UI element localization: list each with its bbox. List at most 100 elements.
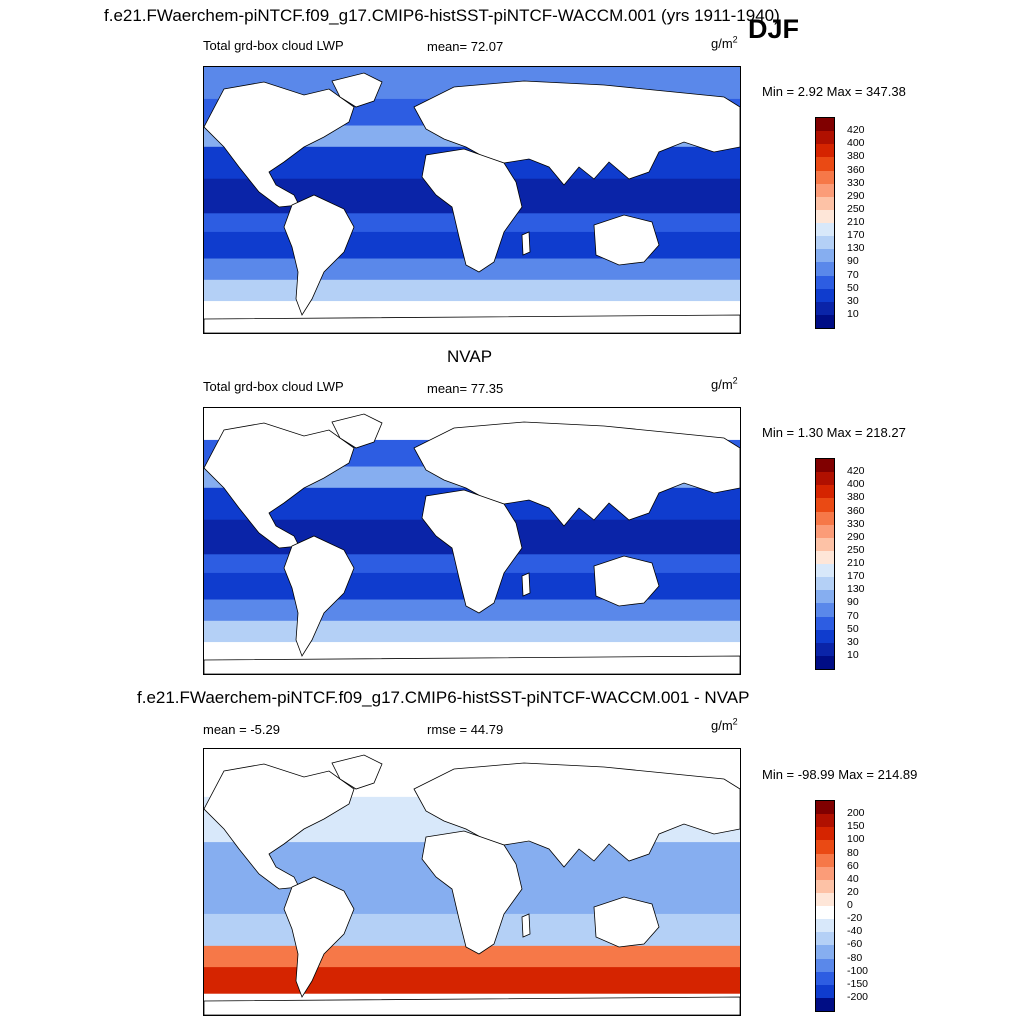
- colorbar-tick-label: 380: [847, 491, 865, 504]
- colorbar-swatch: [816, 840, 834, 854]
- colorbar-swatch: [816, 919, 834, 933]
- panel-stat-label: mean= 77.35: [427, 381, 504, 396]
- colorbar-swatch: [816, 118, 834, 132]
- colorbar-swatch: [816, 262, 834, 276]
- panel-stat-label: mean= 72.07: [427, 39, 504, 54]
- colorbar-swatch: [816, 275, 834, 289]
- colorbar-swatch: [816, 603, 834, 617]
- panel-title: NVAP: [447, 347, 493, 366]
- colorbar-swatch: [816, 537, 834, 551]
- colorbar-tick-label: 330: [847, 517, 865, 530]
- colorbar-tick-label: 50: [847, 622, 859, 635]
- colorbar-tick-label: 210: [847, 557, 865, 569]
- panel-title: f.e21.FWaerchem-piNTCF.f09_g17.CMIP6-his…: [137, 688, 750, 707]
- min-max-label: Min = 2.92 Max = 347.38: [762, 84, 906, 99]
- colorbar-tick-label: 100: [847, 833, 865, 846]
- colorbar-tick-label: 210: [847, 216, 865, 228]
- colorbar-tick-label: -40: [847, 925, 863, 938]
- colorbar-tick-label: 10: [847, 307, 859, 320]
- colorbar-tick-label: -60: [847, 938, 863, 951]
- colorbar-swatch: [816, 879, 834, 893]
- colorbar-swatch: [816, 288, 834, 302]
- colorbar-tick-label: 400: [847, 478, 865, 491]
- colorbar-tick-label: 70: [847, 609, 859, 622]
- world-map: [203, 407, 741, 675]
- colorbar-swatch: [816, 157, 834, 171]
- colorbar-swatch: [816, 866, 834, 880]
- colorbar-tick-label: 360: [847, 163, 865, 176]
- colorbar-swatch: [816, 301, 834, 315]
- panel-left-label: Total grd-box cloud LWP: [203, 38, 344, 53]
- min-max-label: Min = 1.30 Max = 218.27: [762, 425, 906, 440]
- colorbar-tick-label: -100: [847, 964, 869, 977]
- colorbar-swatch: [816, 314, 834, 328]
- colorbar-swatch: [816, 459, 834, 473]
- colorbar-swatch: [816, 485, 834, 499]
- min-max-label: Min = -98.99 Max = 214.89: [762, 767, 918, 782]
- colorbar-tick-label: 290: [847, 530, 865, 543]
- colorbar-tick-label: -20: [847, 912, 863, 925]
- colorbar-tick-label: 250: [847, 543, 865, 556]
- colorbar-swatch: [816, 144, 834, 158]
- colorbar-swatch: [816, 642, 834, 656]
- colorbar-swatch: [816, 892, 834, 906]
- colorbar-tick-label: 150: [847, 820, 865, 833]
- colorbar-swatch: [816, 629, 834, 643]
- colorbar-tick-label: 30: [847, 294, 859, 307]
- colorbar-swatch: [816, 577, 834, 591]
- colorbar-tick-label: 10: [847, 648, 859, 661]
- colorbar-swatch: [816, 958, 834, 972]
- colorbar-swatch: [816, 564, 834, 578]
- colorbar-swatch: [816, 524, 834, 538]
- colorbar-swatch: [816, 183, 834, 197]
- colorbar-tick-label: 130: [847, 242, 865, 255]
- colorbar-tick-label: -200: [847, 990, 869, 1003]
- colorbar-swatch: [816, 196, 834, 210]
- colorbar-tick-label: 80: [847, 846, 859, 859]
- panel-left-label: Total grd-box cloud LWP: [203, 379, 344, 394]
- colorbar-tick-label: 50: [847, 281, 859, 294]
- colorbar-tick-label: 330: [847, 176, 865, 189]
- colorbar-tick-label: 90: [847, 596, 859, 609]
- colorbar-swatch: [816, 498, 834, 512]
- colorbar-swatch: [816, 511, 834, 525]
- colorbar-swatch: [816, 236, 834, 250]
- colorbar: [815, 117, 835, 329]
- units-label: g/m2: [711, 716, 738, 733]
- colorbar-tick-label: -150: [847, 977, 869, 990]
- colorbar-tick-label: 60: [847, 859, 859, 872]
- units-label: g/m2: [711, 34, 738, 51]
- colorbar-tick-label: 380: [847, 150, 865, 163]
- colorbar-tick-label: 130: [847, 583, 865, 596]
- colorbar-tick-label: 30: [847, 635, 859, 648]
- colorbar-swatch: [816, 997, 834, 1011]
- world-map: [203, 66, 741, 334]
- colorbar-tick-label: 170: [847, 570, 865, 583]
- colorbar-tick-label: 360: [847, 504, 865, 517]
- panel-stat-label: rmse = 44.79: [427, 722, 504, 737]
- colorbar-swatch: [816, 590, 834, 604]
- colorbar-swatch: [816, 853, 834, 867]
- colorbar-swatch: [816, 971, 834, 985]
- colorbar-swatch: [816, 223, 834, 237]
- panel-left-label: mean = -5.29: [203, 722, 280, 737]
- colorbar-swatch: [816, 932, 834, 946]
- colorbar-tick-label: 20: [847, 885, 859, 898]
- colorbar-swatch: [816, 655, 834, 669]
- colorbar-swatch: [816, 170, 834, 184]
- colorbar-tick-label: 170: [847, 229, 865, 242]
- colorbar-swatch: [816, 814, 834, 828]
- colorbar-swatch: [816, 801, 834, 815]
- colorbar-swatch: [816, 945, 834, 959]
- colorbar-swatch: [816, 550, 834, 564]
- colorbar-tick-label: 90: [847, 255, 859, 268]
- colorbar-tick-label: 70: [847, 268, 859, 281]
- colorbar-swatch: [816, 209, 834, 223]
- colorbar-swatch: [816, 827, 834, 841]
- run-title: f.e21.FWaerchem-piNTCF.f09_g17.CMIP6-his…: [104, 6, 780, 25]
- colorbar-tick-label: -80: [847, 951, 863, 964]
- colorbar-tick-label: 200: [847, 807, 865, 820]
- season-label: DJF: [748, 14, 800, 44]
- colorbar-tick-label: 290: [847, 189, 865, 202]
- colorbar: [815, 800, 835, 1012]
